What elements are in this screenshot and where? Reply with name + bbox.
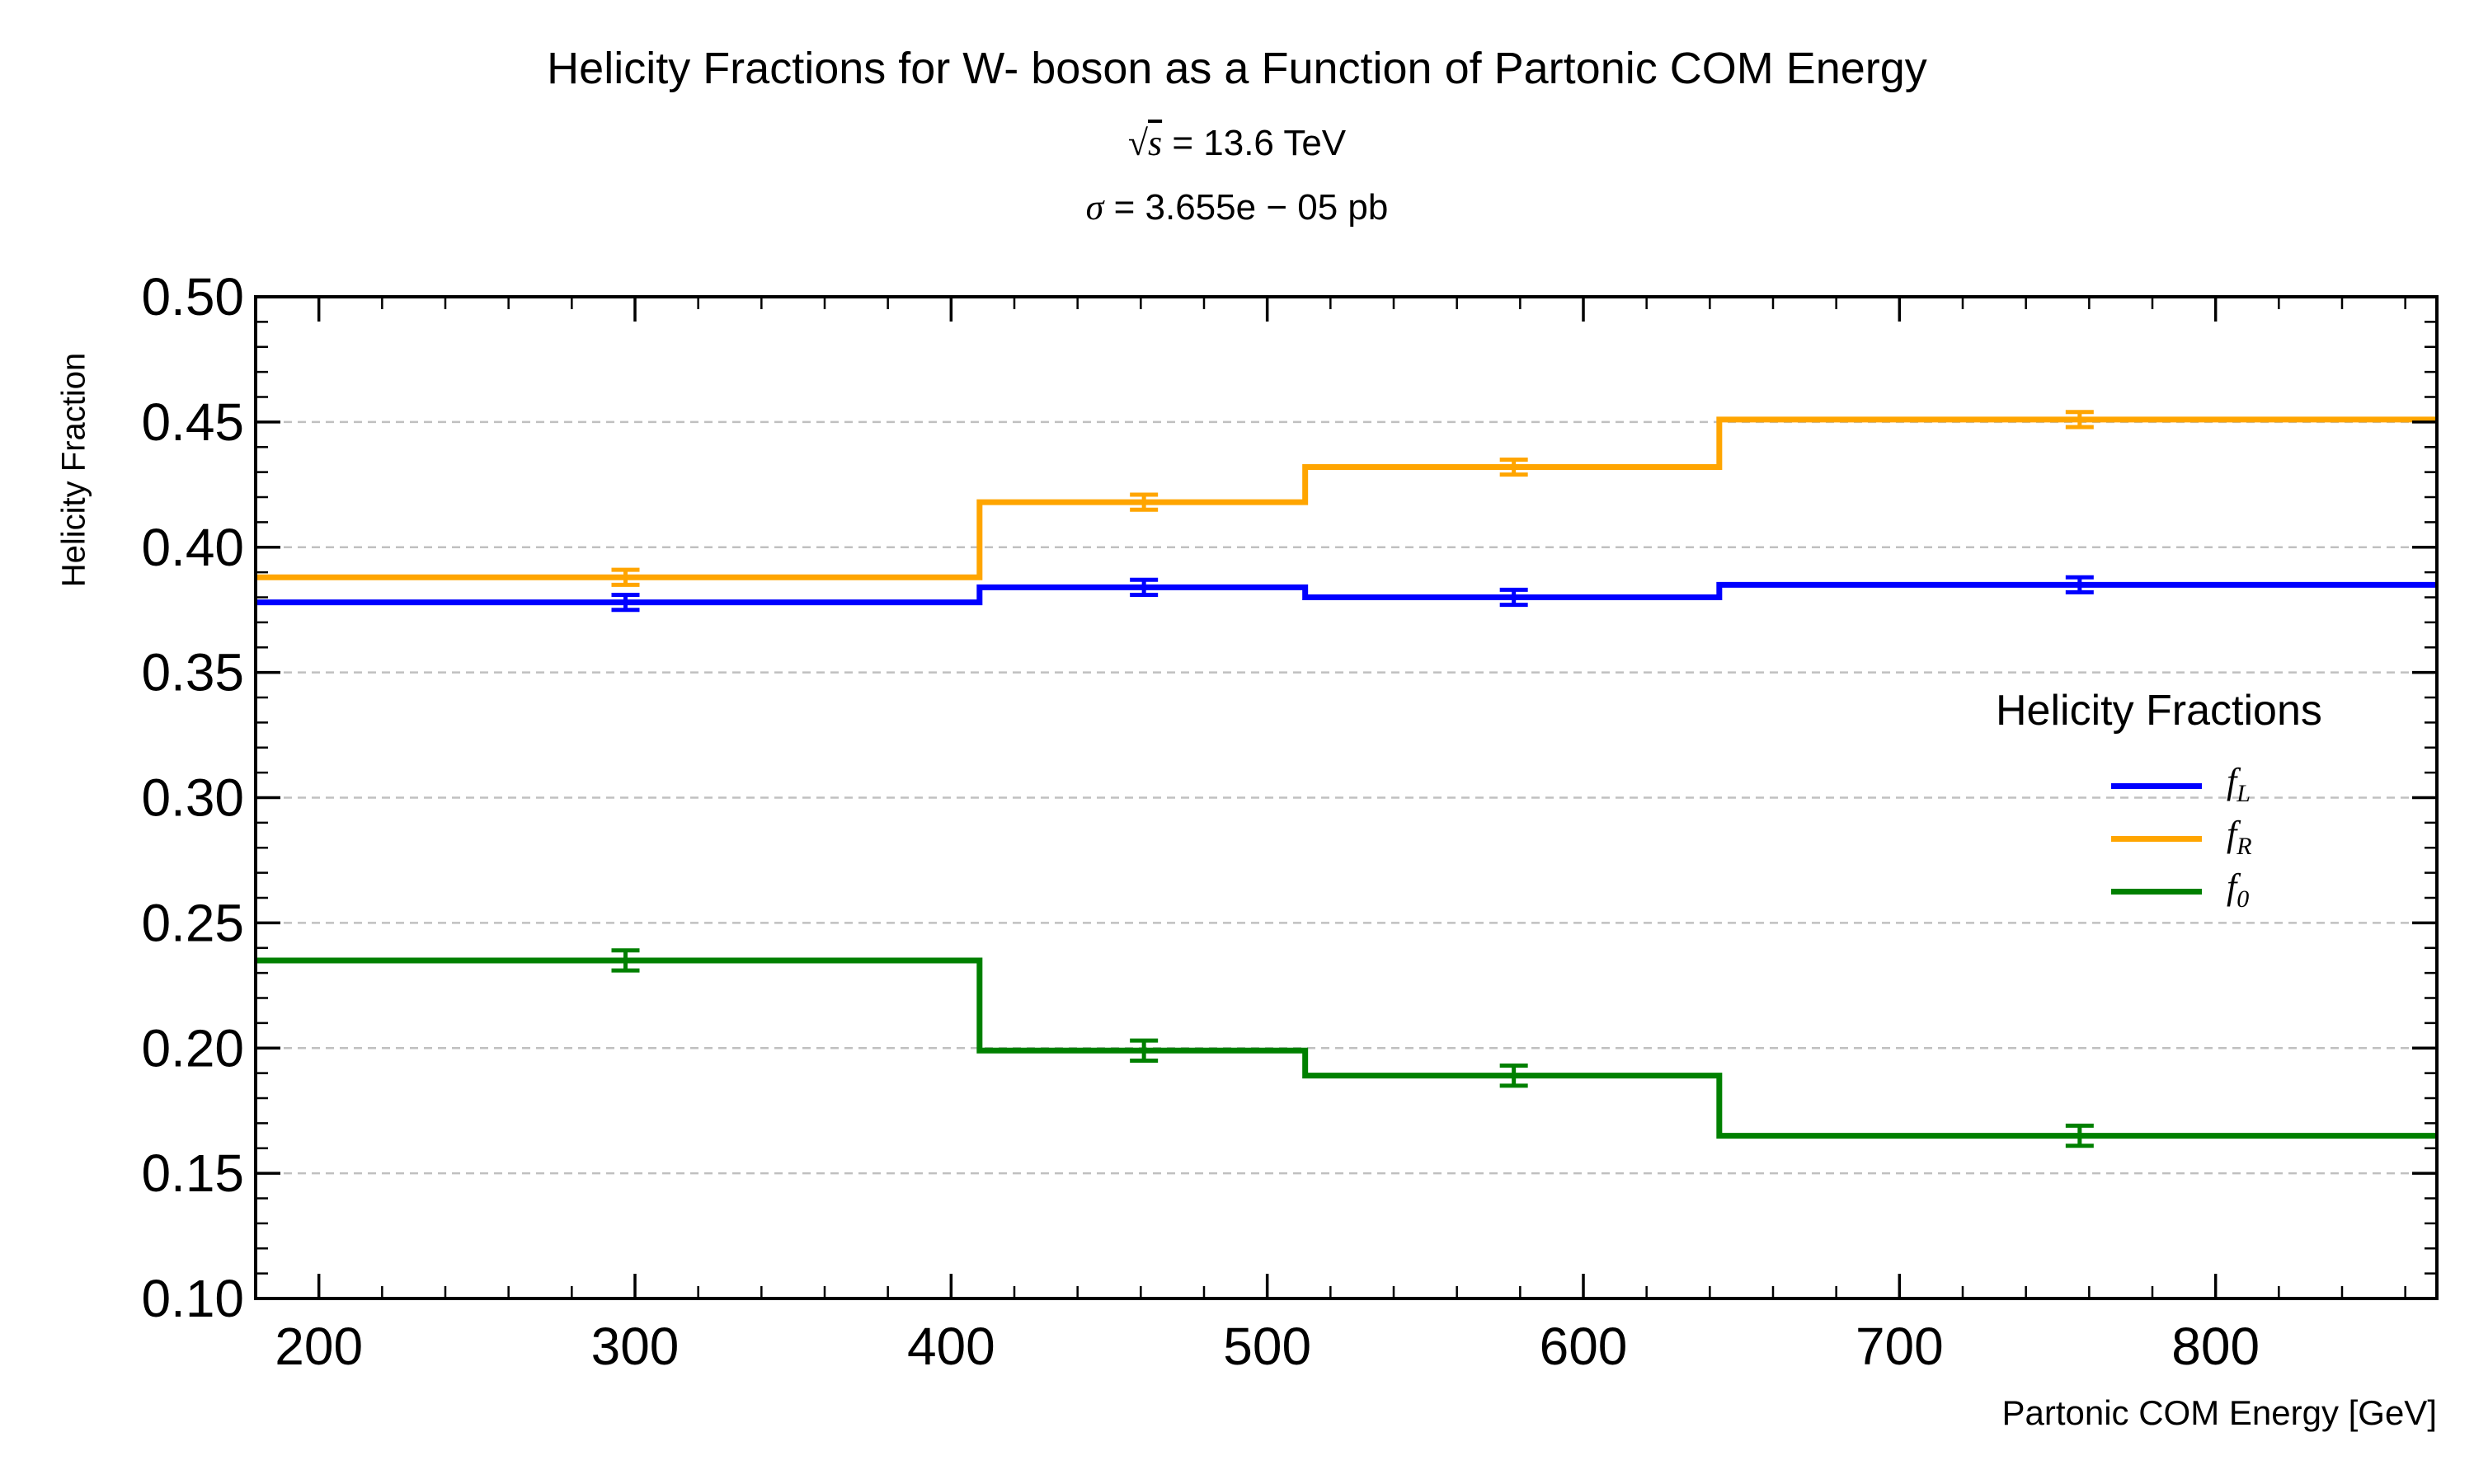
error-bar-f_0 <box>1499 1064 1528 1088</box>
y-tick-label: 0.45 <box>141 392 244 452</box>
y-tick-label: 0.40 <box>141 518 244 577</box>
y-tick-label: 0.10 <box>141 1269 244 1328</box>
legend-label-sub: 0 <box>2236 885 2250 913</box>
legend-swatch <box>2111 889 2202 895</box>
series-line-f_R <box>256 416 2437 580</box>
y-tick-label: 0.20 <box>141 1018 244 1078</box>
x-axis-label: Partonic COM Energy [GeV] <box>2001 1393 2437 1432</box>
x-tick-label: 600 <box>1540 1317 1628 1376</box>
x-tick-label: 300 <box>591 1317 680 1376</box>
error-bar-f_R <box>2065 410 2094 430</box>
error-bar-f_R <box>1499 457 1528 477</box>
x-tick-label: 400 <box>907 1317 995 1376</box>
legend-label-sub: R <box>2236 832 2252 860</box>
legend: Helicity Fractions fL fR f0 <box>1996 686 2322 913</box>
sigma-label: σ = 3.655e − 05 pb <box>0 186 2474 228</box>
axes: 0.10 0.15 0.20 0.25 0.30 0.35 0.40 0.45 0.50 200 3… <box>141 267 2439 1376</box>
legend-label-main: f <box>2227 866 2237 907</box>
legend-label-main: f <box>2227 814 2237 854</box>
error-bar-f_L <box>1499 587 1528 608</box>
series-line-f_L <box>256 581 2437 606</box>
grid-lines <box>256 420 2437 1175</box>
error-bar-f_R <box>1130 492 1159 512</box>
legend-item-f_0: f0 <box>2111 866 2359 915</box>
error-bar-f_L <box>1130 577 1159 597</box>
sigma-value: = 3.655e − 05 pb <box>1113 187 1389 228</box>
error-bar-f_L <box>2065 575 2094 594</box>
sqrt-s-symbol: s <box>1147 123 1163 163</box>
legend-swatch <box>2111 783 2202 789</box>
sigma-symbol: σ <box>1085 187 1104 228</box>
legend-label-main: f <box>2227 761 2237 801</box>
y-tick-label: 0.15 <box>141 1144 244 1203</box>
y-tick-label: 0.50 <box>141 267 244 326</box>
x-tick-label: 200 <box>275 1317 363 1376</box>
legend-label-sub: L <box>2236 779 2251 807</box>
series-line-f_0 <box>256 957 2437 1139</box>
y-axis-label: Helicity Fraction <box>55 352 92 588</box>
error-bar-f_0 <box>611 948 640 973</box>
legend-item-f_L: fL <box>2111 760 2359 810</box>
error-bar-f_R <box>611 567 640 587</box>
x-tick-label: 800 <box>2171 1317 2260 1376</box>
error-bar-f_0 <box>2065 1123 2094 1148</box>
legend-item-f_R: fR <box>2111 813 2359 862</box>
legend-label: fL <box>2227 760 2251 808</box>
sqrt-s-label: √s = 13.6 TeV <box>1127 123 1347 163</box>
x-tick-label: 700 <box>1856 1317 1944 1376</box>
legend-swatch <box>2111 836 2202 842</box>
chart-title: Helicity Fractions for W- boson as a Fun… <box>547 44 1927 93</box>
error-bar-f_0 <box>1130 1038 1159 1063</box>
y-tick-label: 0.30 <box>141 768 244 828</box>
error-bar-f_L <box>611 592 640 613</box>
legend-label: f0 <box>2227 866 2249 913</box>
series-layer <box>256 410 2437 1148</box>
x-tick-label: 500 <box>1223 1317 1311 1376</box>
y-tick-label: 0.35 <box>141 643 244 702</box>
legend-title: Helicity Fractions <box>1996 687 2322 735</box>
sqrt-s-value: = 13.6 TeV <box>1172 123 1347 163</box>
legend-label: fR <box>2227 813 2252 861</box>
y-tick-label: 0.25 <box>141 893 244 952</box>
